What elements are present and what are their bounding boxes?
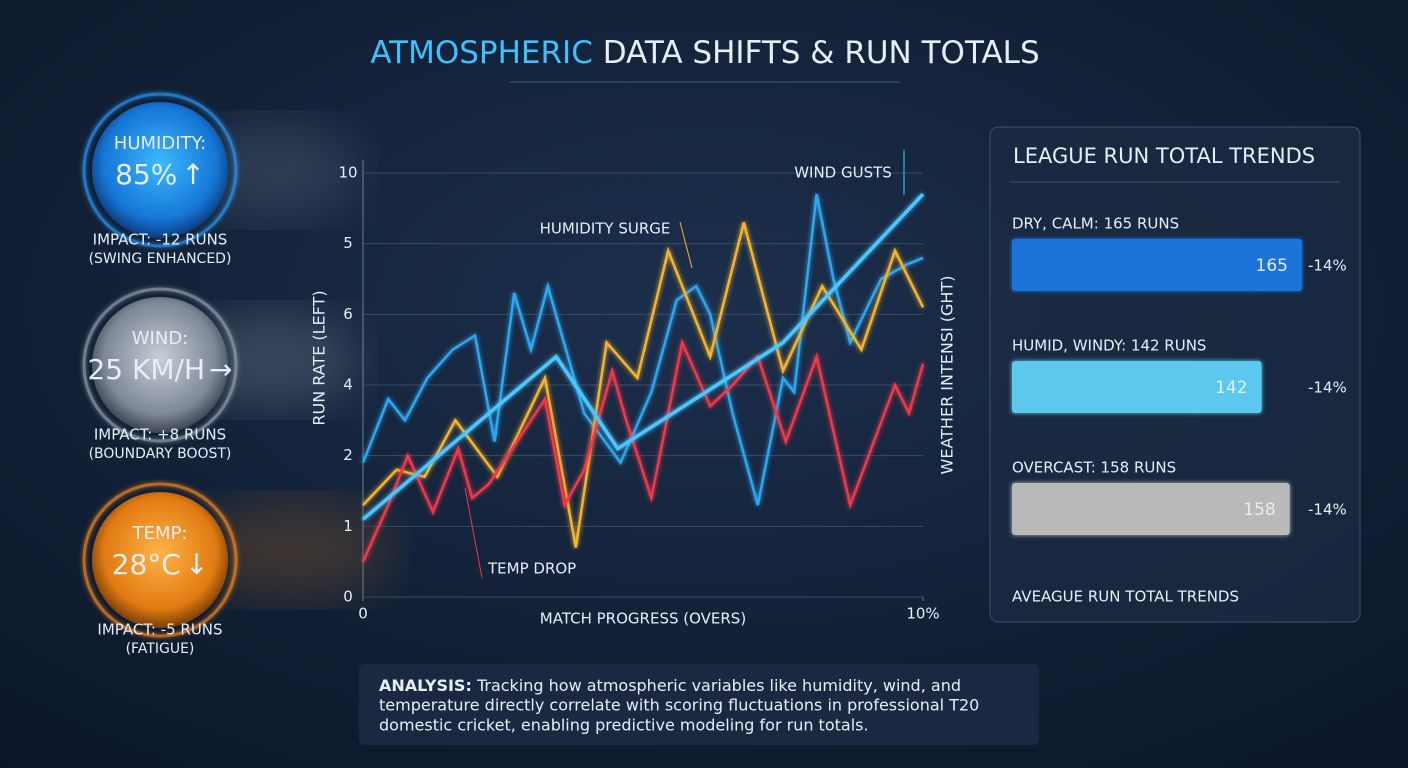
y-tick-label: 1 [343,517,353,535]
x-tick-label: 10% [906,605,939,623]
gauge-halo [82,482,238,638]
change-label: -14% [1308,379,1347,397]
category-label: DRY, CALM: 165 RUNS [1012,215,1179,233]
analysis-line: temperature directly correlate with scor… [379,696,979,715]
gauge-value: 85% [115,158,177,191]
change-label: -14% [1308,257,1347,275]
annotation-pointer [679,221,693,269]
annotation: TEMP DROP [487,560,576,578]
gauge-label: WIND: [132,328,189,349]
data-line [362,222,925,548]
annotation-pointer [464,487,483,579]
bar [1012,361,1262,413]
value-label: 165 [1256,256,1288,276]
panel-title: LEAGUE RUN TOTAL TRENDS [1013,144,1315,168]
data-line [361,338,925,563]
gauge [92,297,228,433]
gauge-arrow: ↓ [185,548,208,581]
category-label: OVERCAST: 158 RUNS [1012,459,1176,477]
gauge-reading: 85% ↑ [115,158,205,191]
title-highlight: ATMOSPHERIC [370,35,592,71]
analysis-text: ANALYSIS: Tracking how atmospheric varia… [379,676,961,695]
gauge-value: 25 KM/H [87,353,205,386]
gauge-label: TEMP: [132,523,188,544]
gauge-halo [82,287,238,443]
y-tick-label: 4 [343,376,353,394]
gauge-note: (BOUNDARY BOOST) [89,446,232,462]
gauge-impact: IMPACT: +8 RUNS [94,426,226,444]
gauge-note: (FATIGUE) [126,641,195,657]
data-line [361,193,924,506]
value-label: 158 [1243,500,1275,520]
y-tick-label: 6 [343,305,353,323]
y-tick-label: 10 [338,164,357,182]
gauge-impact: IMPACT: -5 RUNS [97,621,222,639]
analysis-line: Tracking how atmospheric variables like … [476,676,961,695]
data-line [361,192,925,521]
cloud [180,310,360,410]
y-axis-label: RUN RATE (LEFT) [310,290,329,425]
gauge-arrow: → [209,353,232,386]
category-label: HUMID, WINDY: 142 RUNS [1012,337,1206,355]
annotation: WIND GUSTS [794,164,892,182]
analysis-lead: ANALYSIS: [379,676,472,695]
gauge-label: HUMIDITY: [114,133,206,154]
gauge-impact: IMPACT: -12 RUNS [93,231,228,249]
gauge-arrow: ↑ [181,158,204,191]
x-tick-label: 0 [358,605,368,623]
cloud [190,500,390,600]
y-tick-label: 5 [343,234,353,252]
gauge [92,492,228,628]
analysis-box [359,664,1039,745]
gauge-value: 28°C [112,548,181,581]
panel-footer: AVEAGUE RUN TOTAL TRENDS [1012,588,1239,606]
bar [1012,239,1302,291]
y2-axis-label: WEATHER INTENSI (GHT) [938,276,957,475]
gauge-halo [82,92,238,248]
gauge-reading: 25 KM/H → [87,353,232,386]
gauge-note: (SWING ENHANCED) [89,251,232,267]
change-label: -14% [1308,501,1347,519]
analysis-line: domestic cricket, enabling predictive mo… [379,716,869,735]
value-label: 142 [1215,378,1247,398]
gauge [92,102,228,238]
x-axis-label: MATCH PROGRESS (OVERS) [540,610,746,628]
annotation: HUMIDITY SURGE [540,220,671,238]
y-tick-label: 2 [343,446,353,464]
gauge-reading: 28°C ↓ [112,548,209,581]
y-tick-label: 0 [343,588,353,606]
bar [1012,483,1290,535]
cloud [180,120,360,220]
title-rest: DATA SHIFTS & RUN TOTALS [603,35,1040,71]
page-title: ATMOSPHERIC DATA SHIFTS & RUN TOTALS [370,35,1039,71]
